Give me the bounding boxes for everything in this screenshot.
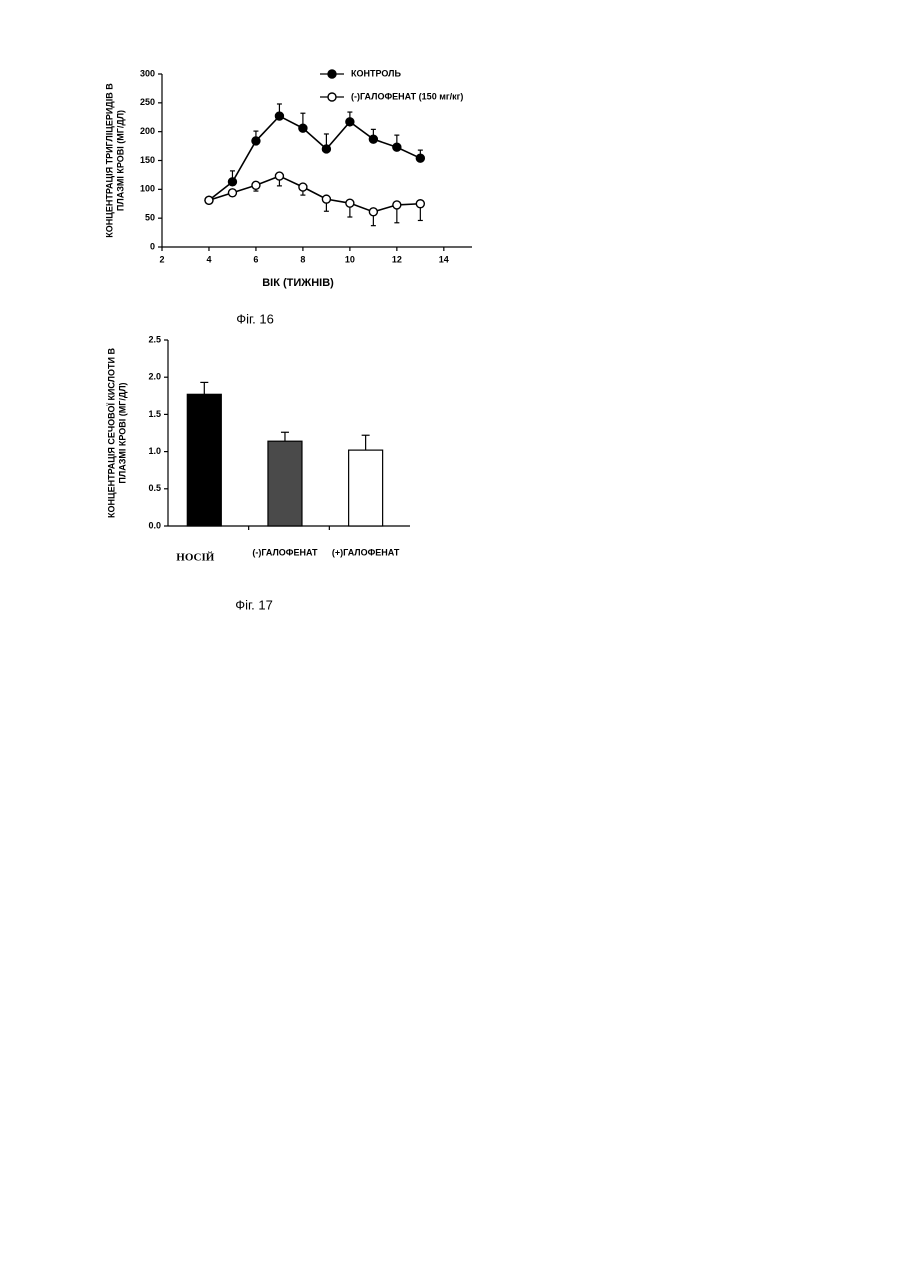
y-tick-label: 0.0 <box>148 520 161 530</box>
data-point <box>416 200 424 208</box>
data-point <box>393 201 401 209</box>
data-point <box>299 124 307 132</box>
bar <box>187 394 221 526</box>
x-tick-label: 12 <box>392 254 402 264</box>
legend-marker <box>328 93 336 101</box>
data-point <box>369 208 377 216</box>
y-tick-label: 2.5 <box>148 334 161 344</box>
x-tick-label: 14 <box>439 254 449 264</box>
y-axis-label: ПЛАЗМІ КРОВІ (МГ/ДЛ) <box>115 110 125 211</box>
data-point <box>252 137 260 145</box>
page: Фіг. 16 Фіг. 17 ВІК (ТИЖНІВ) 05010015020… <box>0 0 900 1273</box>
y-tick-label: 150 <box>140 155 155 165</box>
x-tick-label: 10 <box>345 254 355 264</box>
data-point <box>322 195 330 203</box>
data-point <box>346 199 354 207</box>
data-point <box>205 196 213 204</box>
y-tick-label: 250 <box>140 97 155 107</box>
series-line <box>209 116 420 200</box>
data-point <box>393 143 401 151</box>
y-tick-label: 1.0 <box>148 446 161 456</box>
legend-label: КОНТРОЛЬ <box>351 68 401 78</box>
data-point <box>346 118 354 126</box>
x-tick-label: 4 <box>206 254 211 264</box>
figure-caption: Фіг. 17 <box>235 597 273 612</box>
x-tick-label: НОСІЙ <box>176 552 214 564</box>
x-tick-label: (-)ГАЛОФЕНАТ <box>252 547 318 557</box>
x-tick-label: 2 <box>159 254 164 264</box>
y-tick-label: 300 <box>140 68 155 78</box>
legend-label: (-)ГАЛОФЕНАТ (150 мг/кг) <box>351 91 463 101</box>
bar <box>268 441 302 526</box>
y-tick-label: 0 <box>150 241 155 251</box>
y-tick-label: 2.0 <box>148 372 161 382</box>
data-point <box>228 178 236 186</box>
figure-caption: Фіг. 16 <box>236 311 274 326</box>
y-tick-label: 200 <box>140 126 155 136</box>
y-tick-label: 0.5 <box>148 483 161 493</box>
x-tick-label: 6 <box>253 254 258 264</box>
data-point <box>369 135 377 143</box>
x-tick-label: (+)ГАЛОФЕНАТ <box>332 547 400 557</box>
legend-marker <box>328 70 336 78</box>
y-tick-label: 100 <box>140 184 155 194</box>
data-point <box>275 112 283 120</box>
y-axis-label: КОНЦЕНТРАЦІЯ ТРИГЛІЦЕРИДІВ В <box>104 83 114 238</box>
y-tick-label: 50 <box>145 213 155 223</box>
x-axis-label: ВІК (ТИЖНІВ) <box>262 277 334 289</box>
data-point <box>252 181 260 189</box>
x-tick-label: 8 <box>300 254 305 264</box>
data-point <box>275 172 283 180</box>
data-point <box>228 189 236 197</box>
y-tick-label: 1.5 <box>148 409 161 419</box>
data-point <box>322 145 330 153</box>
data-point <box>416 154 424 162</box>
data-point <box>299 183 307 191</box>
series-line <box>209 176 420 212</box>
bar <box>349 450 383 526</box>
y-axis-label: КОНЦЕНТРАЦІЯ СЕЧОВОЇ КИСЛОТИ В <box>106 348 116 518</box>
y-axis-label: ПЛАЗМІ КРОВІ (МГ/ДЛ) <box>117 382 127 483</box>
